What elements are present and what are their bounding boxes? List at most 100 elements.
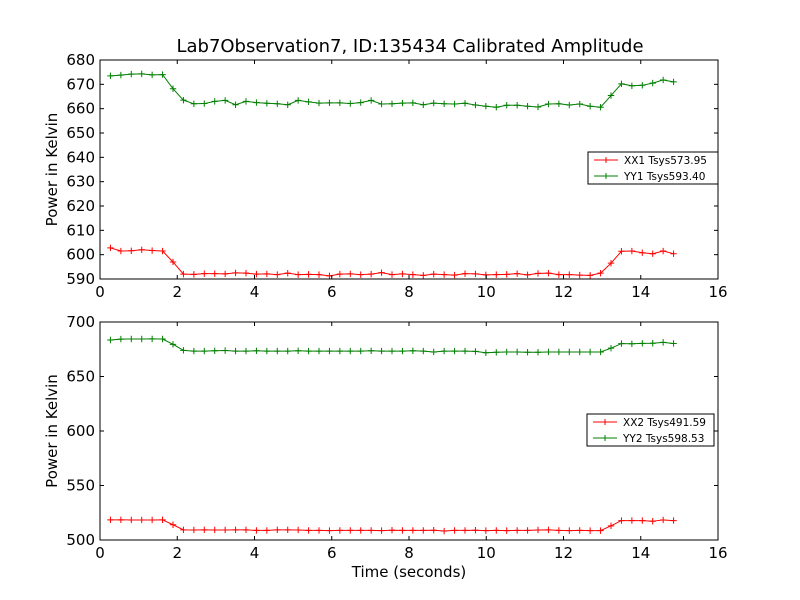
data-point (263, 270, 271, 278)
x-tick-label: 12 (554, 283, 573, 301)
data-point (263, 527, 271, 534)
data-point (649, 518, 656, 525)
data-point (284, 526, 291, 534)
data-point (618, 80, 625, 88)
data-point (545, 269, 552, 277)
data-point (524, 271, 531, 279)
data-point (190, 271, 198, 278)
data-point (586, 103, 594, 110)
data-point (347, 347, 354, 355)
data-point (399, 347, 406, 355)
data-point (461, 100, 469, 107)
data-point (347, 100, 354, 107)
y-tick-label: 650 (66, 368, 95, 386)
x-tick-label: 6 (327, 283, 337, 301)
bottom-plot: 0 2 4 6 8 10 12 14 16 500 550 600 650 700 Power in Kel… (43, 313, 728, 581)
data-point (294, 526, 302, 534)
data-point (378, 100, 385, 108)
data-point (513, 348, 521, 356)
y-tick-label: 670 (66, 75, 95, 93)
data-point (639, 82, 646, 89)
data-point (128, 247, 135, 254)
legend-entry: XX1 Tsys573.95 (624, 155, 707, 167)
data-point (201, 270, 208, 277)
data-point (440, 100, 448, 107)
data-point (388, 347, 396, 355)
data-point (586, 272, 594, 279)
data-point (524, 348, 531, 356)
data-point (420, 272, 427, 279)
data-point (326, 527, 333, 534)
data-point (524, 103, 531, 110)
data-point (461, 270, 469, 277)
data-point (221, 97, 229, 104)
data-point (274, 347, 281, 355)
data-point (378, 347, 385, 355)
data-point (440, 271, 448, 278)
legend-entry: YY1 Tsys593.40 (623, 171, 705, 183)
data-point (159, 335, 166, 343)
bottom-legend: XX2 Tsys491.59 YY2 Tsys598.53 (586, 413, 715, 447)
data-point (180, 347, 187, 354)
data-point (211, 526, 218, 534)
data-point (461, 347, 469, 355)
data-point (357, 271, 364, 278)
data-point (597, 527, 604, 534)
data-point (503, 527, 510, 534)
data-point (670, 250, 677, 257)
data-point (180, 270, 187, 278)
data-point (534, 270, 542, 277)
data-point (128, 335, 135, 343)
data-point (201, 347, 208, 355)
data-point (294, 271, 302, 278)
data-point (597, 348, 604, 356)
x-tick-label: 16 (708, 544, 727, 562)
data-point (253, 99, 260, 106)
data-point (545, 100, 552, 108)
data-point (211, 347, 218, 354)
data-point (211, 270, 218, 277)
legend-marker (602, 419, 608, 425)
data-point (576, 271, 583, 279)
top-legend: XX1 Tsys573.95 YY1 Tsys593.40 (587, 151, 719, 185)
data-point (274, 100, 281, 107)
data-point (555, 527, 563, 534)
data-point (336, 347, 344, 355)
data-point (315, 527, 323, 534)
data-point (513, 527, 521, 534)
data-point (253, 527, 260, 534)
legend-marker (603, 157, 609, 163)
data-point (336, 99, 344, 107)
y-tick-label: 640 (66, 148, 95, 166)
data-point (545, 348, 552, 356)
data-point (409, 271, 417, 278)
y-tick-label: 700 (66, 313, 95, 331)
data-point (221, 270, 229, 278)
data-point (221, 347, 229, 354)
legend-box (587, 151, 719, 185)
bottom-series-1 (107, 335, 677, 356)
data-point (628, 517, 636, 524)
data-point (409, 347, 417, 354)
bottom-x-axis-label: Time (seconds) (351, 563, 467, 581)
data-point (169, 341, 177, 348)
x-tick-label: 10 (477, 544, 496, 562)
data-point (628, 247, 636, 255)
data-point (253, 347, 260, 354)
data-point (232, 269, 239, 277)
data-point (357, 99, 364, 106)
top-series-0 (107, 244, 677, 280)
data-point (628, 340, 636, 347)
data-point (107, 244, 114, 252)
data-point (555, 271, 563, 278)
bottom-y-axis-label: Power in Kelvin (43, 374, 61, 488)
data-point (649, 79, 656, 87)
data-point (117, 335, 125, 343)
data-point (513, 270, 521, 277)
data-point (639, 340, 646, 347)
data-point (367, 527, 375, 534)
x-tick-label: 14 (631, 283, 650, 301)
data-point (190, 526, 198, 534)
data-point (513, 102, 521, 109)
data-point (357, 347, 364, 355)
